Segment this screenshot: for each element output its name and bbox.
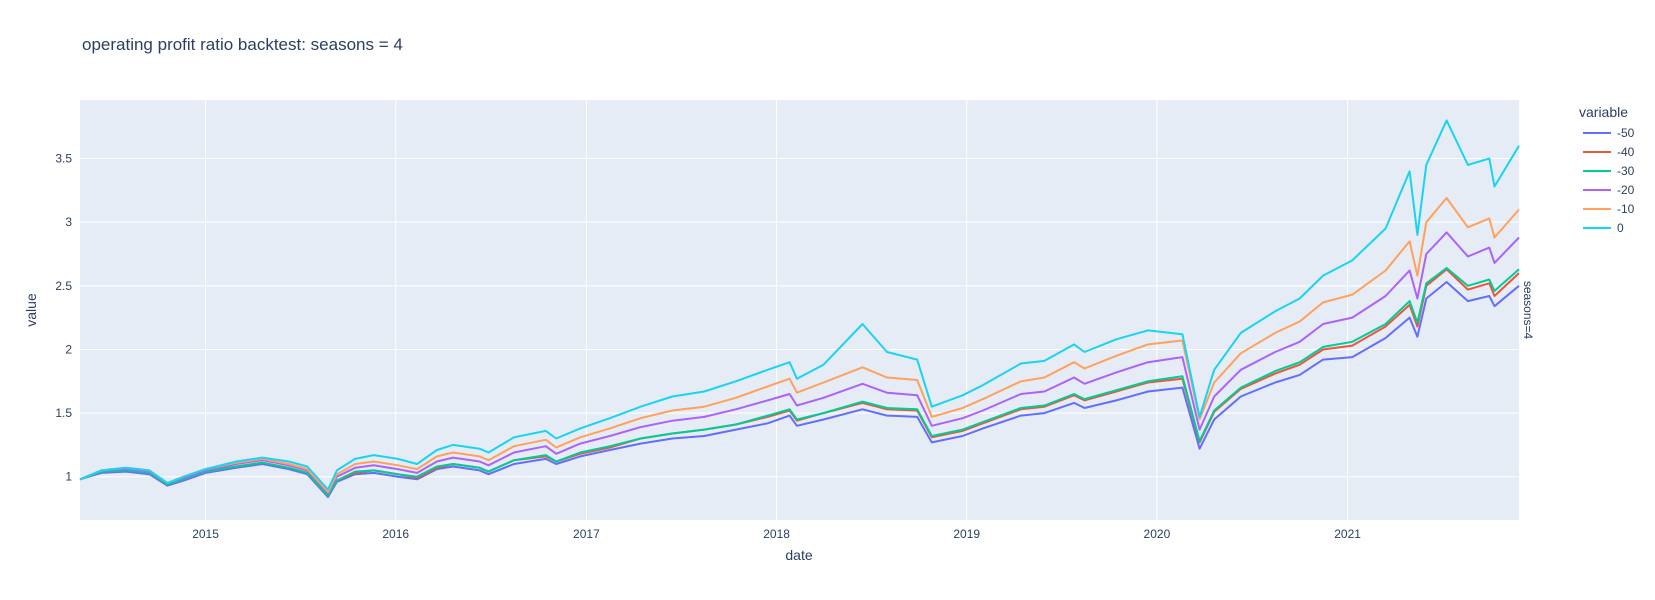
x-tick-labels: 2015 2016 2017 2018 2019 2020 2021 <box>192 527 1361 541</box>
legend-label: -40 <box>1617 145 1635 159</box>
x-tick-label: 2018 <box>763 527 790 541</box>
legend-item[interactable]: -10 <box>1583 202 1635 216</box>
x-tick-label: 2016 <box>382 527 409 541</box>
series-lines <box>79 119 1520 499</box>
y-tick-label: 1.5 <box>55 406 72 420</box>
x-tick-label: 2017 <box>573 527 600 541</box>
y-tick-label: 2 <box>65 342 72 356</box>
facet-label: seasons=4 <box>1521 281 1535 340</box>
legend[interactable]: -50 -40 -30 -20 -10 0 <box>1583 126 1635 235</box>
x-tick-label: 2019 <box>953 527 980 541</box>
legend-item[interactable]: -50 <box>1583 126 1635 140</box>
series-line-0 <box>79 119 1520 491</box>
legend-item[interactable]: 0 <box>1583 221 1624 235</box>
y-tick-labels: 1 1.5 2 2.5 3 3.5 <box>55 152 72 484</box>
series-line--30 <box>79 267 1520 497</box>
x-axis-title: date <box>785 547 812 563</box>
legend-title: variable <box>1579 104 1628 120</box>
legend-label: -10 <box>1617 202 1635 216</box>
legend-label: -30 <box>1617 164 1635 178</box>
y-tick-label: 3.5 <box>55 152 72 166</box>
series-line--10 <box>79 197 1520 493</box>
plot-area <box>80 100 1519 520</box>
legend-item[interactable]: -40 <box>1583 145 1635 159</box>
legend-label: -50 <box>1617 126 1635 140</box>
y-tick-label: 2.5 <box>55 279 72 293</box>
legend-item[interactable]: -20 <box>1583 183 1635 197</box>
x-gridlines <box>205 100 1349 520</box>
x-tick-label: 2015 <box>192 527 219 541</box>
y-tick-label: 1 <box>65 470 72 484</box>
y-gridlines <box>80 158 1519 478</box>
x-tick-label: 2020 <box>1144 527 1171 541</box>
y-axis-title: value <box>23 293 39 327</box>
legend-label: -20 <box>1617 183 1635 197</box>
legend-label: 0 <box>1617 221 1624 235</box>
y-tick-label: 3 <box>65 215 72 229</box>
legend-item[interactable]: -30 <box>1583 164 1635 178</box>
x-tick-label: 2021 <box>1334 527 1361 541</box>
chart-title: operating profit ratio backtest: seasons… <box>82 35 403 54</box>
